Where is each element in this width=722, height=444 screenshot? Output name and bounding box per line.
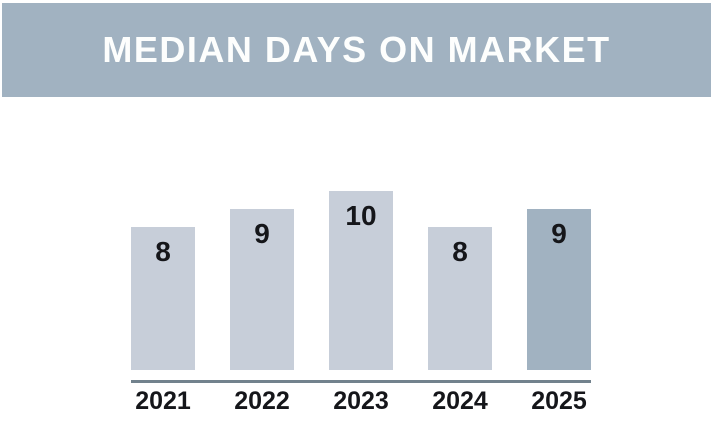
- x-tick-label-2023: 2023: [333, 387, 389, 415]
- x-tick-label-2025: 2025: [531, 387, 587, 415]
- bar-2024: 8: [428, 227, 492, 370]
- bar-value-label: 9: [254, 218, 270, 249]
- bar-value-label: 8: [155, 236, 171, 267]
- x-tick-label-2024: 2024: [432, 387, 488, 415]
- x-axis-line: [131, 380, 591, 383]
- bar-value-label: 10: [345, 200, 377, 231]
- x-tick-label-2022: 2022: [234, 387, 290, 415]
- bar-value-label: 9: [551, 218, 567, 249]
- bar-value-label: 8: [452, 236, 468, 267]
- x-tick-label-2021: 2021: [135, 387, 191, 415]
- bar-2025: 9: [527, 209, 591, 370]
- bar-2023: 10: [329, 191, 393, 370]
- chart-title: MEDIAN DAYS ON MARKET: [102, 29, 611, 70]
- chart-title-banner: MEDIAN DAYS ON MARKET: [2, 3, 711, 97]
- bar-2021: 8: [131, 227, 195, 370]
- bar-2022: 9: [230, 209, 294, 370]
